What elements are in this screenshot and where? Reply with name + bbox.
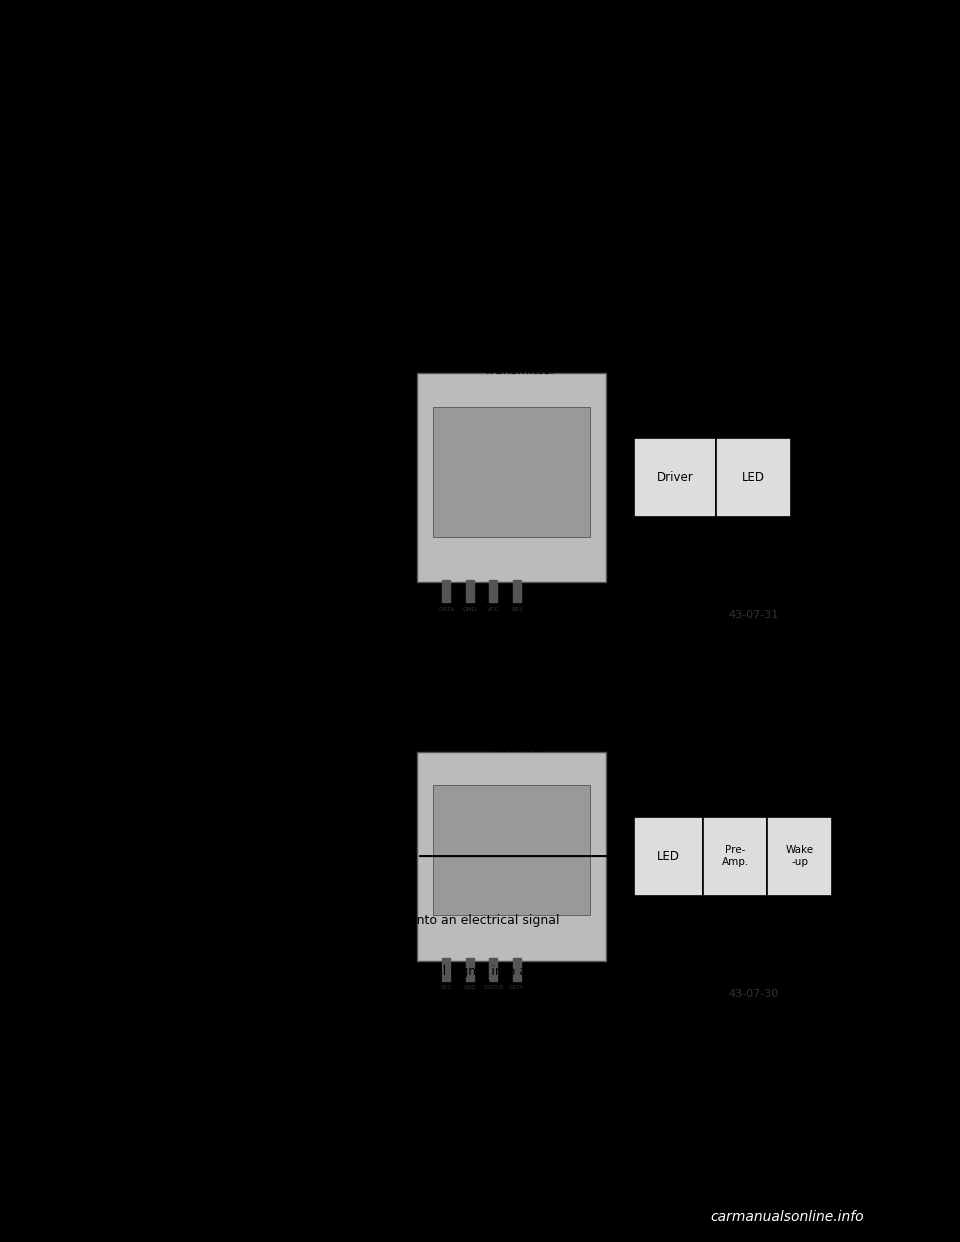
Bar xyxy=(443,959,450,981)
FancyBboxPatch shape xyxy=(417,373,606,582)
Bar xyxy=(490,959,497,981)
Text: DATA: DATA xyxy=(438,607,454,612)
Bar xyxy=(466,580,473,602)
FancyBboxPatch shape xyxy=(433,407,590,537)
Text: DATA: DATA xyxy=(510,985,524,990)
Text: MOST Bus Diagnosis: MOST Bus Diagnosis xyxy=(102,1186,209,1196)
Bar xyxy=(490,580,497,602)
Text: The sensing frequency on a CD player and for audio is 44.1 MHz; this means than : The sensing frequency on a CD player and… xyxy=(102,633,670,676)
Text: LED: LED xyxy=(742,471,765,484)
Bar xyxy=(466,959,473,981)
Text: Optical Bus: Optical Bus xyxy=(102,102,187,114)
Text: •  A pre-amplifier: • A pre-amplifier xyxy=(118,847,227,859)
FancyBboxPatch shape xyxy=(417,751,606,960)
Text: A driver is fitted in the transmitter. The
driver energizes an LED (light-emitti: A driver is fitted in the transmitter. T… xyxy=(102,386,348,430)
Text: Each control unit of the MOST framework contains a transmitter and a receiver.  : Each control unit of the MOST framework … xyxy=(102,277,673,320)
Text: The receiver receives the data from the
MOST bus.  The receiver consists of:: The receiver receives the data from the … xyxy=(102,765,351,794)
Bar xyxy=(513,580,521,602)
Text: The LED transmits light signals on the
MOST bus (650 nm light, i.e. red visible
: The LED transmits light signals on the M… xyxy=(102,457,349,514)
Text: LED: LED xyxy=(657,850,680,863)
Text: Driver: Driver xyxy=(657,471,693,484)
Text: VCC: VCC xyxy=(487,607,500,612)
Text: •  An interface that converts the optical signal into an electrical signal: • An interface that converts the optical… xyxy=(118,914,560,928)
Text: carmanualsonline.info: carmanualsonline.info xyxy=(710,1210,864,1225)
Text: Optical Receiver: Optical Receiver xyxy=(102,740,225,753)
Text: Wake
-up: Wake -up xyxy=(785,846,814,867)
Text: 6: 6 xyxy=(102,1175,111,1189)
FancyBboxPatch shape xyxy=(433,785,590,915)
Text: •  Optical receiver: • Optical receiver xyxy=(118,231,232,245)
FancyBboxPatch shape xyxy=(634,816,703,895)
Text: GND: GND xyxy=(463,607,477,612)
Text: •  An LED: • An LED xyxy=(118,812,179,826)
Text: The MOST bus is a plastic optical waveguide.  The MOST bus is coded in green in : The MOST bus is a plastic optical wavegu… xyxy=(102,122,663,165)
Text: GND: GND xyxy=(464,985,476,990)
FancyBboxPatch shape xyxy=(716,438,791,517)
Text: Light: Light xyxy=(827,471,857,484)
Text: Light: Light xyxy=(867,821,899,835)
FancyBboxPatch shape xyxy=(634,438,716,517)
Text: Optical Transmitter: Optical Transmitter xyxy=(102,361,247,375)
Text: Pre-
Amp.: Pre- Amp. xyxy=(721,846,749,867)
Text: Receiver: Receiver xyxy=(492,743,546,755)
Text: •  A wake-up circuit: • A wake-up circuit xyxy=(118,881,241,893)
Text: Transmitter: Transmitter xyxy=(484,364,555,376)
Text: VCC: VCC xyxy=(441,985,452,990)
FancyBboxPatch shape xyxy=(767,816,832,895)
Text: STATUS: STATUS xyxy=(483,985,504,990)
Bar xyxy=(443,580,450,602)
Text: •  Optical transmitter: • Optical transmitter xyxy=(118,204,252,216)
Text: RES: RES xyxy=(511,607,523,612)
Text: 43-07-31: 43-07-31 xyxy=(729,610,780,620)
FancyBboxPatch shape xyxy=(703,816,767,895)
Bar xyxy=(513,959,521,981)
Text: 43-07-30: 43-07-30 xyxy=(729,989,780,999)
Text: The receiver contains a diode that converts the optical signal into an electrica: The receiver contains a diode that conve… xyxy=(102,965,671,994)
